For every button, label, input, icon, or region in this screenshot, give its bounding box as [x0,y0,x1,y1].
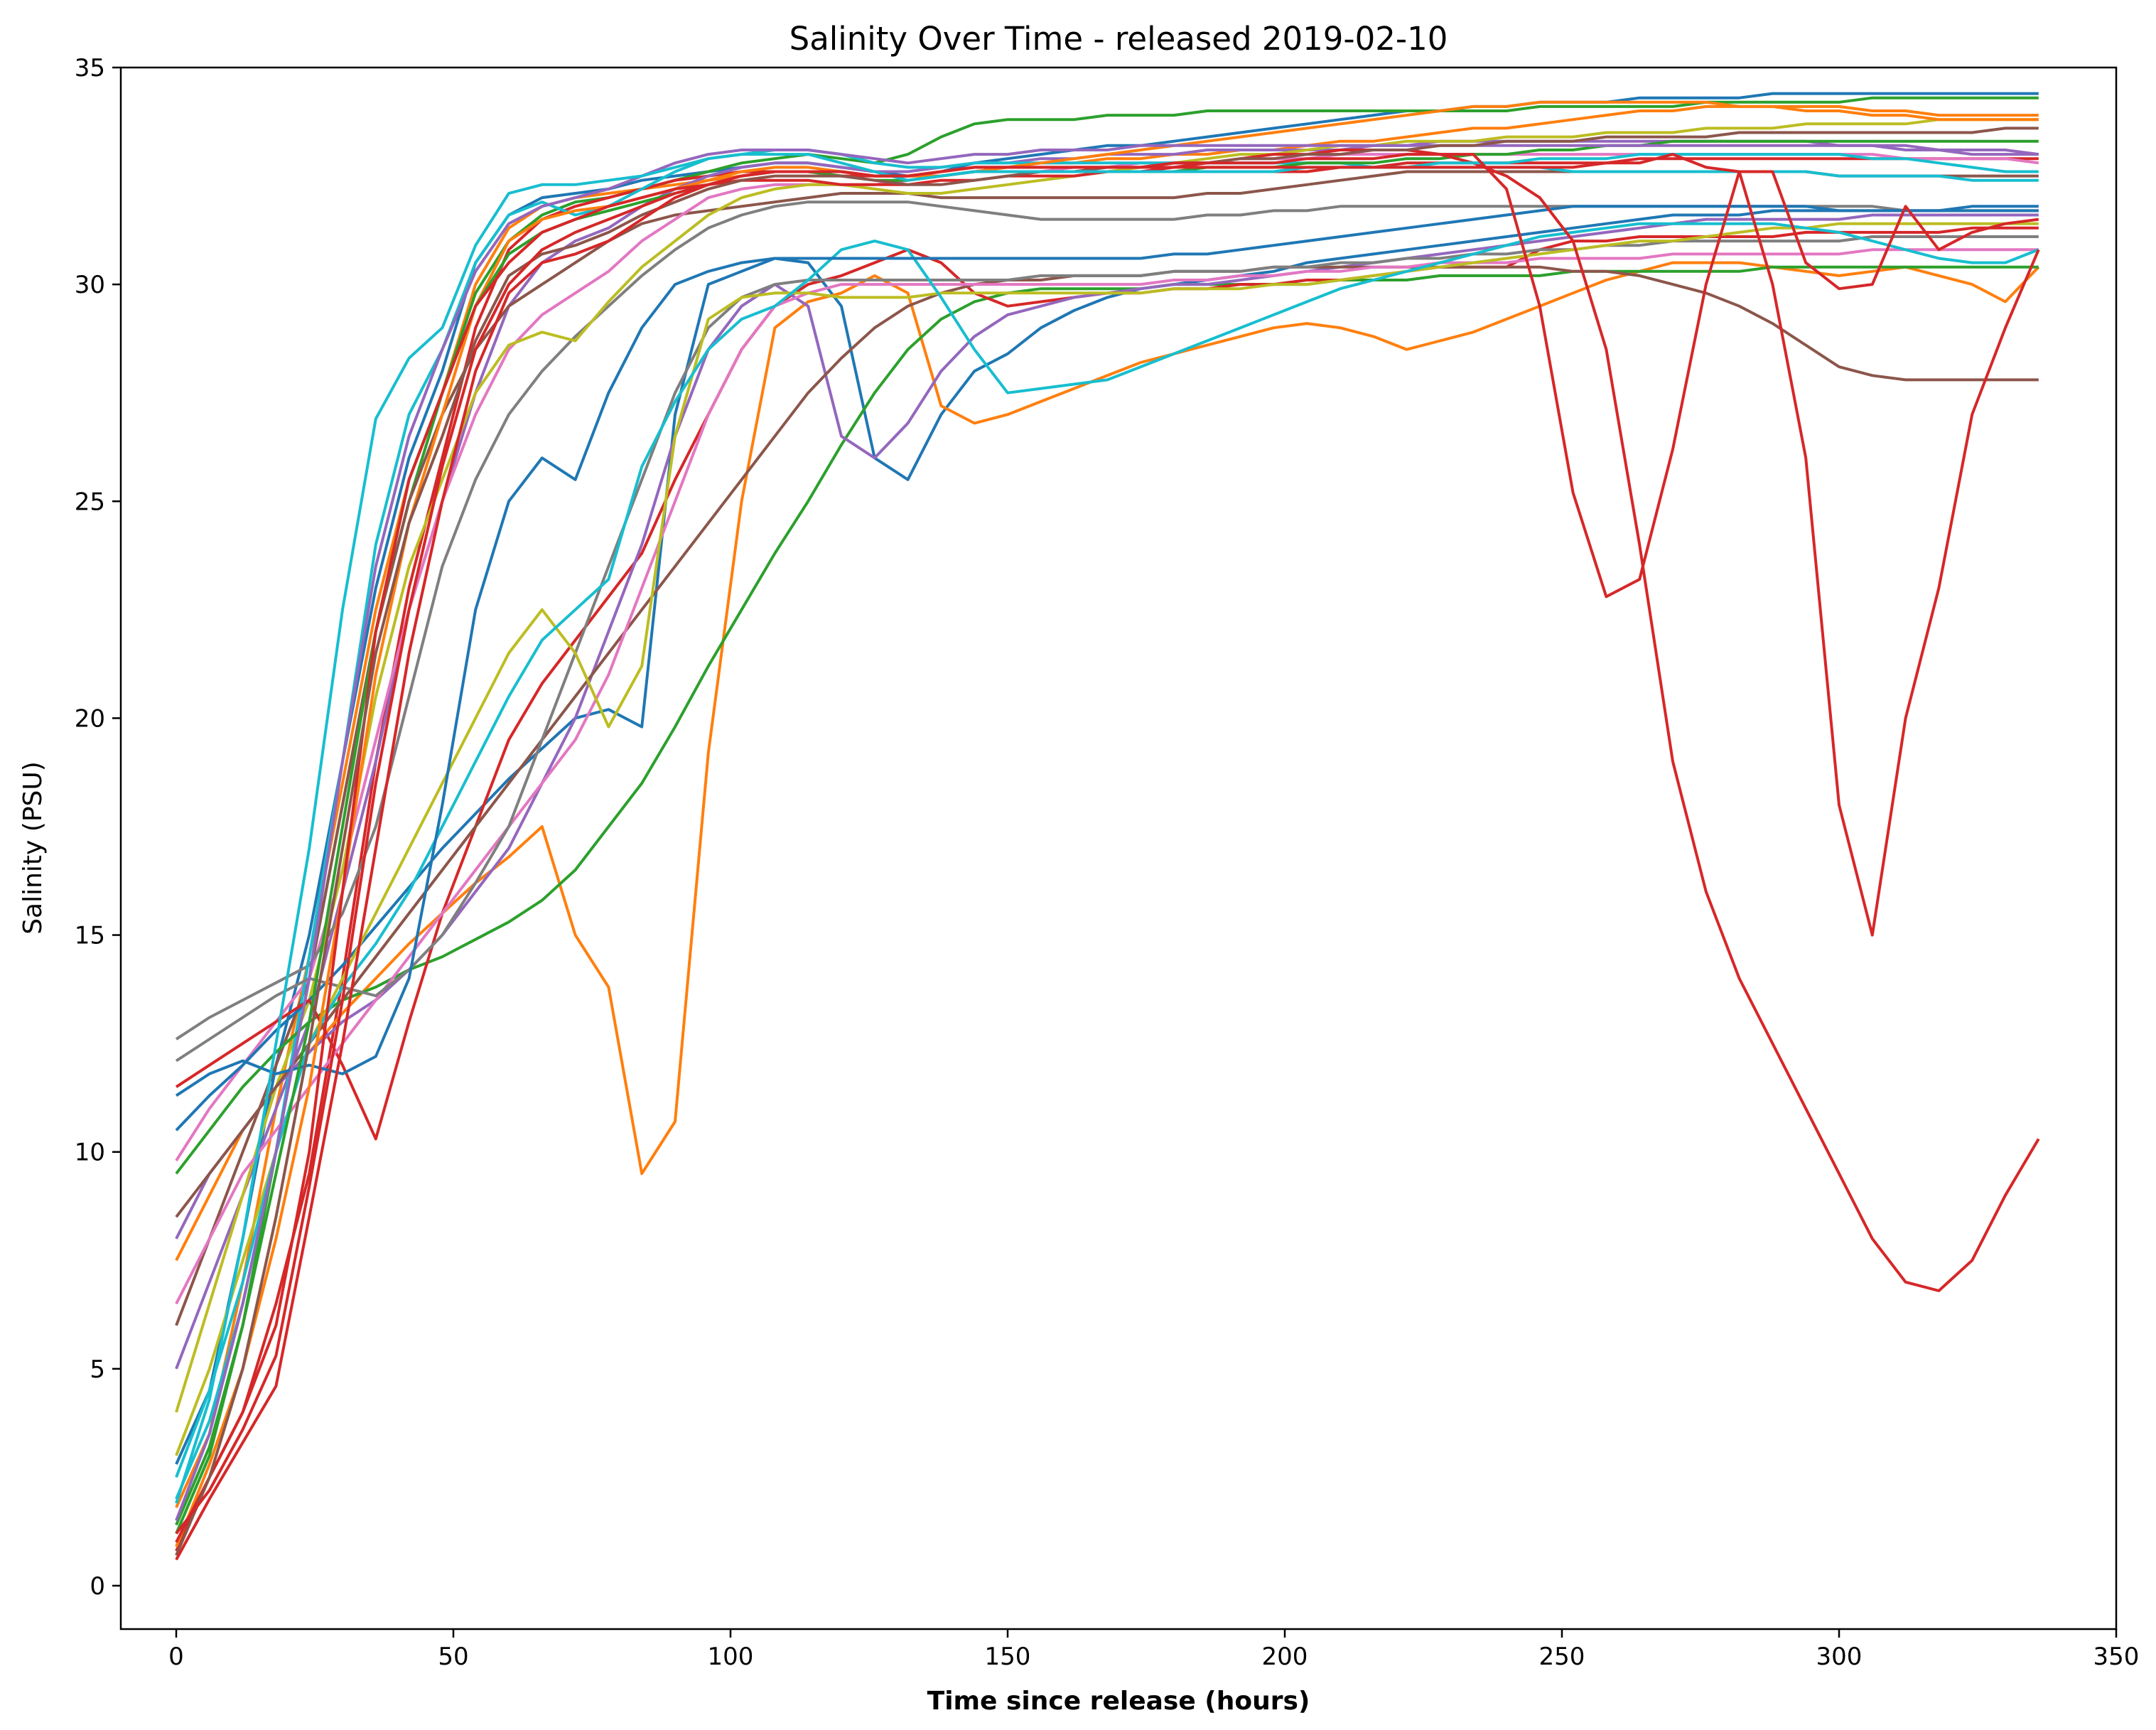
series-line-25 [175,144,2039,1522]
x-tick-label: 150 [985,1643,1031,1671]
y-tick-label: 35 [75,54,105,82]
x-tick-label: 0 [168,1643,184,1671]
y-tick-label: 0 [90,1572,105,1601]
series-line-17 [175,248,2039,1305]
y-axis-label: Salinity (PSU) [18,761,48,935]
series-line-20 [175,222,2039,1478]
chart-title: Salinity Over Time - released 2019-02-10 [789,20,1448,58]
y-tick-label: 20 [75,704,105,733]
series-lines [175,92,2040,1561]
x-tick-label: 250 [1539,1643,1585,1671]
x-tick-label: 200 [1262,1643,1308,1671]
y-tick-label: 30 [75,271,105,299]
series-line-27 [175,153,2039,1504]
y-tick-label: 25 [75,488,105,516]
series-line-12 [175,261,2040,1262]
series-line-29 [175,153,2039,1535]
series-line-13 [175,265,2039,1175]
y-tick-label: 15 [75,922,105,950]
x-tick-label: 50 [438,1643,468,1671]
series-line-22 [175,100,2039,1547]
plot-frame [119,66,2118,1630]
series-line-19 [175,222,2039,1456]
x-tick-label: 350 [2093,1643,2140,1671]
y-tick-label: 5 [90,1355,105,1384]
y-tick-label: 10 [75,1139,105,1167]
series-line-18 [175,235,2039,1063]
series-line-10 [175,149,2039,1500]
x-axis-label: Time since release (hours) [927,1687,1310,1716]
x-tick-label: 100 [708,1643,754,1671]
series-line-11 [175,205,2039,1132]
x-axis-ticks: 0 50 100 150 200 250 300 350 [168,1629,2139,1671]
series-line-2 [175,104,2039,1508]
series-line-3 [175,96,2039,1535]
y-axis-ticks: 0 5 10 15 20 25 30 35 [75,54,121,1601]
x-tick-label: 300 [1816,1643,1863,1671]
